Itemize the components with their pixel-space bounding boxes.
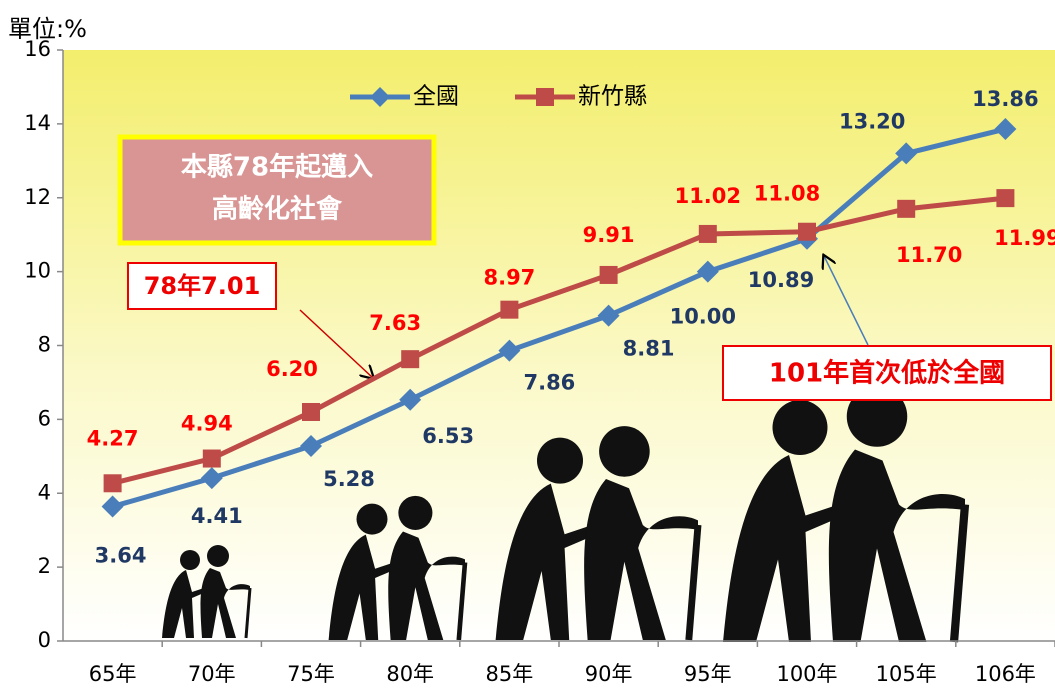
x-tick-label: 106年 bbox=[975, 662, 1036, 686]
callout-text: 101年首次低於全國 bbox=[769, 358, 1005, 389]
y-tick-label: 10 bbox=[24, 259, 51, 283]
y-tick-label: 2 bbox=[38, 554, 51, 578]
data-label: 11.02 bbox=[675, 184, 741, 208]
data-point bbox=[401, 350, 419, 368]
data-point bbox=[600, 266, 618, 284]
x-tick-label: 90年 bbox=[585, 662, 633, 686]
silhouette-head bbox=[537, 438, 583, 484]
data-point bbox=[500, 301, 518, 319]
y-tick-label: 8 bbox=[38, 333, 51, 357]
data-label: 4.41 bbox=[191, 504, 243, 528]
data-label: 4.27 bbox=[87, 426, 139, 450]
data-label: 10.89 bbox=[748, 268, 814, 292]
legend-label: 新竹縣 bbox=[578, 84, 647, 110]
data-label: 4.94 bbox=[181, 412, 233, 436]
y-tick-label: 16 bbox=[24, 37, 51, 61]
data-label: 11.08 bbox=[754, 182, 820, 206]
data-label: 5.28 bbox=[323, 467, 375, 491]
data-label: 13.20 bbox=[839, 109, 905, 133]
x-tick-label: 100年 bbox=[776, 662, 837, 686]
silhouette-head bbox=[599, 426, 650, 477]
data-label: 7.63 bbox=[369, 311, 421, 335]
x-tick-label: 65年 bbox=[89, 662, 137, 686]
silhouette-head bbox=[398, 496, 432, 530]
x-tick-label: 95年 bbox=[684, 662, 732, 686]
chart: 單位:% 本縣78年起邁入 高齡化社會 78年7.01 101年首次低於全國 0… bbox=[0, 0, 1055, 691]
data-label: 3.64 bbox=[95, 544, 147, 568]
data-label: 10.00 bbox=[670, 305, 736, 329]
x-tick-label: 70年 bbox=[188, 662, 236, 686]
callout-text: 78年7.01 bbox=[144, 272, 261, 300]
x-tick-label: 85年 bbox=[486, 662, 534, 686]
data-label: 13.86 bbox=[972, 87, 1038, 111]
silhouette-head bbox=[773, 400, 828, 455]
silhouette-head bbox=[180, 550, 200, 570]
legend-label: 全國 bbox=[413, 84, 459, 110]
data-point bbox=[104, 474, 122, 492]
data-label: 9.91 bbox=[583, 223, 635, 247]
y-tick-label: 12 bbox=[24, 185, 51, 209]
note-text: 高齡化社會 bbox=[212, 194, 343, 225]
data-point bbox=[203, 450, 221, 468]
y-tick-label: 14 bbox=[24, 111, 51, 135]
data-label: 11.99 bbox=[994, 226, 1055, 250]
data-point bbox=[302, 403, 320, 421]
silhouette-head bbox=[357, 504, 388, 535]
data-label: 8.81 bbox=[623, 337, 675, 361]
y-tick-label: 0 bbox=[38, 628, 51, 652]
x-tick-label: 75年 bbox=[287, 662, 335, 686]
data-label: 6.53 bbox=[422, 424, 474, 448]
data-label: 7.86 bbox=[523, 371, 575, 395]
x-tick-label: 105年 bbox=[876, 662, 937, 686]
data-point bbox=[798, 223, 816, 241]
data-point bbox=[996, 189, 1014, 207]
x-tick-label: 80年 bbox=[386, 662, 434, 686]
data-label: 8.97 bbox=[483, 266, 535, 290]
y-tick-label: 4 bbox=[38, 480, 51, 504]
data-label: 11.70 bbox=[896, 243, 962, 267]
data-point bbox=[699, 225, 717, 243]
y-tick-label: 6 bbox=[38, 406, 51, 430]
data-point bbox=[897, 200, 915, 218]
data-label: 6.20 bbox=[266, 357, 318, 381]
note-text: 本縣78年起邁入 bbox=[181, 152, 373, 183]
legend-marker bbox=[536, 88, 554, 106]
silhouette-head bbox=[207, 545, 229, 567]
